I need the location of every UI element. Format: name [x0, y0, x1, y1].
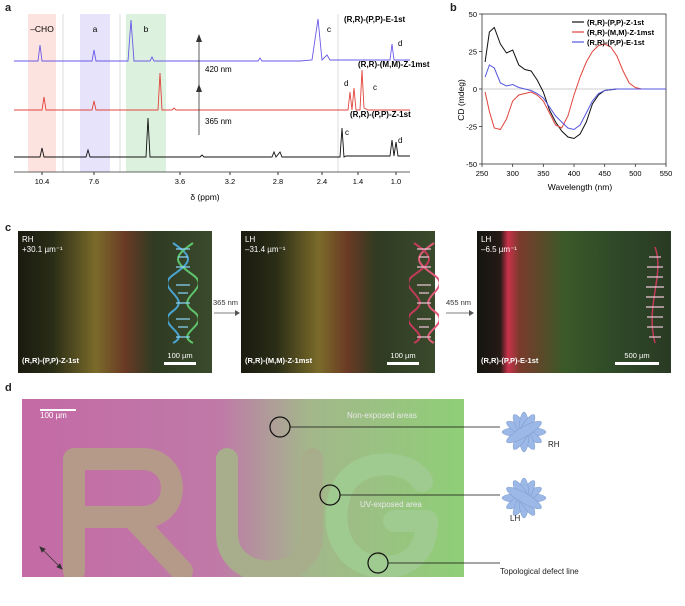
callout-circle [269, 416, 291, 438]
peak-c-mid: c [373, 83, 377, 92]
nmr-tick-label: 2.8 [273, 177, 283, 186]
panel-label-a: a [5, 2, 12, 14]
rug-micrograph: 100 µm Non-exposed areas UV-exposed area [22, 399, 464, 577]
nmr-trace-top [14, 18, 410, 62]
micro2-hand: LH [245, 235, 256, 244]
arrow-420-label: 420 nm [205, 65, 232, 74]
region-a-shade [80, 14, 110, 172]
nmr-tick-label: 7.6 [89, 177, 99, 186]
cd-legend-label: (R,R)-(P,P)-Z-1st [587, 18, 644, 27]
cd-series-line-2 [484, 64, 666, 131]
cd-series-line-1 [484, 43, 666, 131]
arrow-420 [196, 34, 202, 88]
cd-x-tick-label: 300 [506, 169, 519, 178]
rug-callout-circles [39, 416, 464, 574]
rug-scale-text: 100 µm [40, 411, 67, 420]
transition-1-label: 365 nm [213, 298, 239, 307]
micro1-pitch: +30.1 µm⁻¹ [22, 245, 63, 254]
rug-callout-lines [464, 426, 500, 564]
arrow-365-label: 365 nm [205, 117, 232, 126]
panel-label-b: b [450, 2, 457, 14]
cd-legend-label: (R,R)-(P,P)-E-1st [587, 38, 645, 47]
callout-defect-line: Topological defect line [500, 567, 579, 576]
cho-region-shade [28, 14, 56, 172]
callout-circle [367, 552, 389, 574]
peak-d-mid: d [344, 79, 348, 88]
cd-chart: CD (mdeg) Wavelength (nm) 250 300 350 400 45… [456, 10, 673, 192]
micro3-scale: 500 µm [615, 351, 659, 365]
cd-x-tick-label: 500 [629, 169, 642, 178]
cd-series-line-0 [484, 26, 666, 140]
micro1-hand: RH [22, 235, 34, 244]
arrow-right-icon [214, 310, 240, 316]
lh-cholesteric-icon [501, 477, 547, 519]
micro2-scale: 100 µm [387, 351, 419, 365]
micro2-pitch: –31.4 µm⁻¹ [245, 245, 286, 254]
lh-label: LH [510, 514, 521, 523]
peak-d-top: d [398, 39, 402, 48]
region-a-label: a [93, 24, 98, 34]
micro2-scale-text: 100 µm [390, 351, 416, 360]
rh-label: RH [548, 440, 560, 449]
micro3-hand: LH [481, 235, 492, 244]
micro3-scale-text: 500 µm [624, 351, 650, 360]
callout-non-exposed: Non-exposed areas [347, 411, 417, 420]
rug-letters [63, 448, 438, 577]
rug-scale: 100 µm [40, 409, 76, 420]
cd-x-tick-label: 550 [660, 169, 673, 178]
helix-rh-icon [168, 242, 198, 344]
transition-2-label: 455 nm [446, 298, 472, 307]
nmr-ticks: 10.4 7.6 3.6 3.2 2.8 2.4 1.4 1.0 [35, 172, 401, 186]
cd-x-tick-label: 400 [568, 169, 581, 178]
nmr-x-axis-label: δ (ppm) [190, 192, 219, 202]
micro3-species: (R,R)-(P,P)-E-1st [481, 356, 539, 365]
helix-lh-long-icon [646, 246, 664, 344]
peak-d-bot: d [398, 136, 402, 145]
micrograph-2: LH –31.4 µm⁻¹ (R,R)-(M,M)-Z-1mst 100 µm [241, 231, 439, 373]
arrow-365 [196, 84, 202, 135]
micro3-pitch: –6.5 µm⁻¹ [481, 245, 517, 254]
micro2-species: (R,R)-(M,M)-Z-1mst [245, 356, 313, 365]
callout-circle [319, 484, 341, 506]
panel-label-d: d [5, 382, 12, 394]
peak-c-bot: c [345, 128, 349, 137]
micro1-species: (R,R)-(P,P)-Z-1st [22, 356, 79, 365]
micrograph-1: RH +30.1 µm⁻¹ (R,R)-(P,P)-Z-1st 100 µm [18, 231, 212, 373]
nmr-tick-label: 10.4 [35, 177, 50, 186]
cd-y-tick-label: 0 [473, 85, 477, 94]
nmr-trace-mid [14, 69, 410, 111]
region-b-label: b [144, 24, 149, 34]
nmr-tick-label: 2.4 [317, 177, 327, 186]
cho-label: –CHO [30, 24, 54, 34]
nmr-tick-label: 1.4 [353, 177, 363, 186]
cd-legend-label: (R,R)-(M,M)-Z-1mst [587, 28, 655, 37]
cd-x-tick-label: 450 [598, 169, 611, 178]
helix-lh-icon [409, 242, 439, 344]
cd-x-tick-label: 350 [537, 169, 550, 178]
cd-y-tick-label: 25 [469, 48, 477, 57]
nmr-tick-label: 3.2 [225, 177, 235, 186]
nmr-tick-label: 3.6 [175, 177, 185, 186]
nmr-figure: 10.4 7.6 3.6 3.2 2.8 2.4 1.4 1.0 δ (ppm)… [14, 14, 430, 202]
species-top: (R,R)-(P,P)-E-1st [344, 15, 406, 24]
cd-x-tick-label: 250 [476, 169, 489, 178]
arrow-right-icon [446, 310, 474, 316]
cd-y-tick-label: 50 [469, 10, 477, 19]
cd-x-label: Wavelength (nm) [548, 182, 613, 192]
region-c-label: c [327, 24, 332, 34]
panel-label-c: c [5, 222, 12, 234]
cd-y-tick-label: -50 [466, 160, 477, 169]
callout-uv-exposed: UV-exposed area [360, 500, 422, 509]
cd-y-tick-label: -25 [466, 123, 477, 132]
species-mid: (R,R)-(M,M)-Z-1mst [358, 60, 430, 69]
cd-y-label: CD (mdeg) [456, 79, 466, 121]
micrograph-3: LH –6.5 µm⁻¹ (R,R)-(P,P)-E-1st 500 µm [477, 231, 671, 373]
nmr-trace-bot [14, 117, 410, 158]
micro1-scale-text: 100 µm [167, 351, 193, 360]
nmr-tick-label: 1.0 [391, 177, 401, 186]
micro1-scale: 100 µm [164, 351, 196, 365]
rh-cholesteric-icon [501, 411, 547, 453]
species-bot: (R,R)-(P,P)-Z-1st [350, 110, 411, 119]
